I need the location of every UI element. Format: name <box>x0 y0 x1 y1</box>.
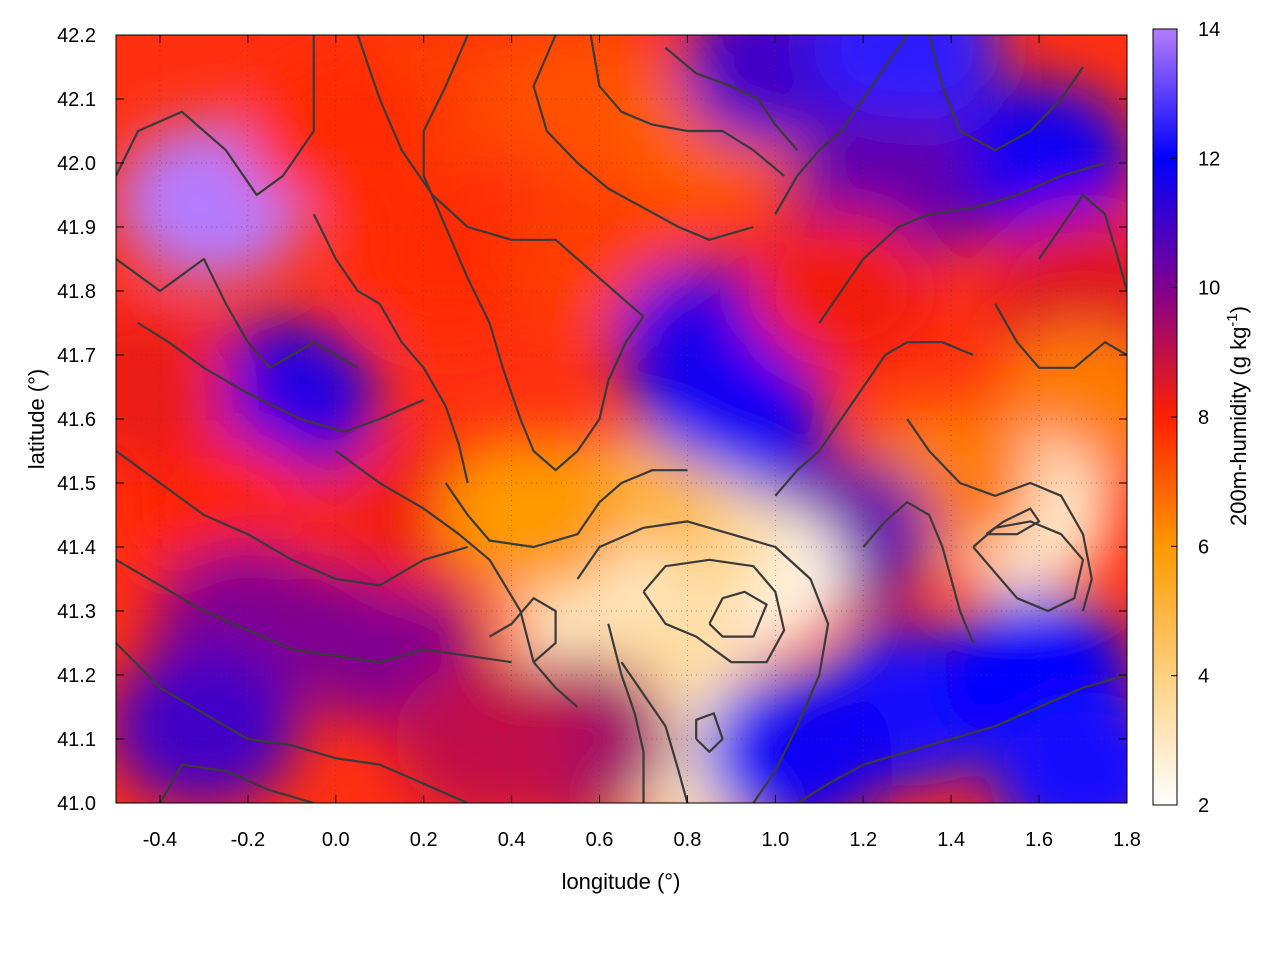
colorbar-tick-label: 2 <box>1198 795 1209 817</box>
y-tick-label: 41.4 <box>57 537 96 559</box>
x-tick-label: 0.8 <box>674 829 702 851</box>
x-tick-label: -0.4 <box>143 829 177 851</box>
colorbar-tick-label: 6 <box>1198 536 1209 558</box>
y-tick-label: 41.9 <box>57 217 96 239</box>
y-tick-label: 42.1 <box>57 89 96 111</box>
contour-line <box>519 315 645 472</box>
heatmap-region <box>988 691 1127 803</box>
y-axis-title: latitude (°) <box>24 369 49 470</box>
contour-line <box>378 303 469 484</box>
contour-line <box>985 507 1041 536</box>
contour-lines <box>116 35 1127 803</box>
colorbar-title-main: 200m-humidity (g kg <box>1226 327 1251 526</box>
heatmap-field <box>116 35 1127 803</box>
x-tick-label: 1.4 <box>937 829 965 851</box>
heatmap-region <box>702 671 893 803</box>
contour-line <box>862 501 975 644</box>
colorbar-tick-label: 14 <box>1198 19 1220 41</box>
colorbar-tick-label: 10 <box>1198 278 1220 300</box>
heatmap-region <box>350 179 541 339</box>
contour-line <box>576 520 830 803</box>
heatmap-region <box>116 646 299 803</box>
contour-line <box>708 590 768 638</box>
colorbar-axis: 2 4 6 8 10 12 14 <box>1171 19 1220 817</box>
contour-line <box>695 712 724 753</box>
colorbar-title: 200m-humidity (g kg-1) <box>1224 306 1251 526</box>
heatmap-region <box>116 307 233 467</box>
contour-line <box>137 322 425 433</box>
contour-line <box>1038 193 1127 292</box>
x-axis-title: longitude (°) <box>562 869 681 894</box>
contour-line <box>116 257 359 369</box>
contour-line <box>116 450 469 587</box>
y-tick-label: 41.8 <box>57 281 96 303</box>
x-tick-label: 0.6 <box>586 829 614 851</box>
contour-line <box>116 35 315 197</box>
colorbar-tick-label: 8 <box>1198 407 1209 429</box>
contour-line <box>664 46 799 151</box>
y-tick-label: 41.6 <box>57 409 96 431</box>
y-tick-label: 42.0 <box>57 153 96 175</box>
contour-line <box>607 623 645 803</box>
contour-line <box>356 35 645 318</box>
contour-line <box>774 341 974 497</box>
contour-line <box>116 642 469 803</box>
colorbar-title-exponent: -1 <box>1224 313 1241 326</box>
x-tick-label: 0.4 <box>498 829 526 851</box>
contour-line <box>774 35 909 215</box>
y-tick-label: 41.0 <box>57 793 96 815</box>
colorbar-title-close: ) <box>1226 306 1251 313</box>
x-tick-label: 0.0 <box>322 829 350 851</box>
contour-line <box>489 597 557 664</box>
x-tick-label: 1.8 <box>1113 829 1141 851</box>
contour-line <box>620 661 689 803</box>
contour-line <box>906 418 1093 612</box>
contour-line <box>928 35 1084 152</box>
contour-line <box>642 558 786 664</box>
x-tick-label: -0.2 <box>231 829 265 851</box>
contour-line <box>818 161 1106 324</box>
contour-line <box>589 35 785 177</box>
y-tick-label: 42.2 <box>57 25 96 47</box>
contour-line <box>335 450 579 708</box>
contour-line <box>994 303 1127 369</box>
contour-line <box>532 35 754 241</box>
heatmap-region <box>438 435 629 595</box>
heatmap-region <box>394 659 585 803</box>
contour-line <box>444 469 688 549</box>
y-tick-label: 41.7 <box>57 345 96 367</box>
x-tick-label: 0.2 <box>410 829 438 851</box>
x-tick-label: 1.6 <box>1025 829 1053 851</box>
colorbar-tick-label: 12 <box>1198 148 1220 170</box>
y-tick-label: 41.2 <box>57 665 96 687</box>
y-tick-label: 41.3 <box>57 601 96 623</box>
contour-line <box>972 520 1085 613</box>
x-tick-label: 1.0 <box>761 829 789 851</box>
contour-line <box>159 763 315 803</box>
y-tick-label: 41.5 <box>57 473 96 495</box>
contour-line <box>312 213 381 305</box>
contour-line <box>796 673 1127 803</box>
y-tick-label: 41.1 <box>57 729 96 751</box>
x-axis: -0.4 -0.2 0.0 0.2 0.4 0.6 0.8 1.0 1.2 1.4 1.6 1.8 <box>143 35 1141 851</box>
contour-line <box>422 35 522 420</box>
y-axis: 41.0 41.1 41.2 41.3 41.4 41.5 41.6 41.7 41.8 41.9… <box>57 25 1127 815</box>
x-tick-label: 1.2 <box>849 829 877 851</box>
contour-line <box>116 558 512 664</box>
colorbar-tick-label: 4 <box>1198 666 1209 688</box>
